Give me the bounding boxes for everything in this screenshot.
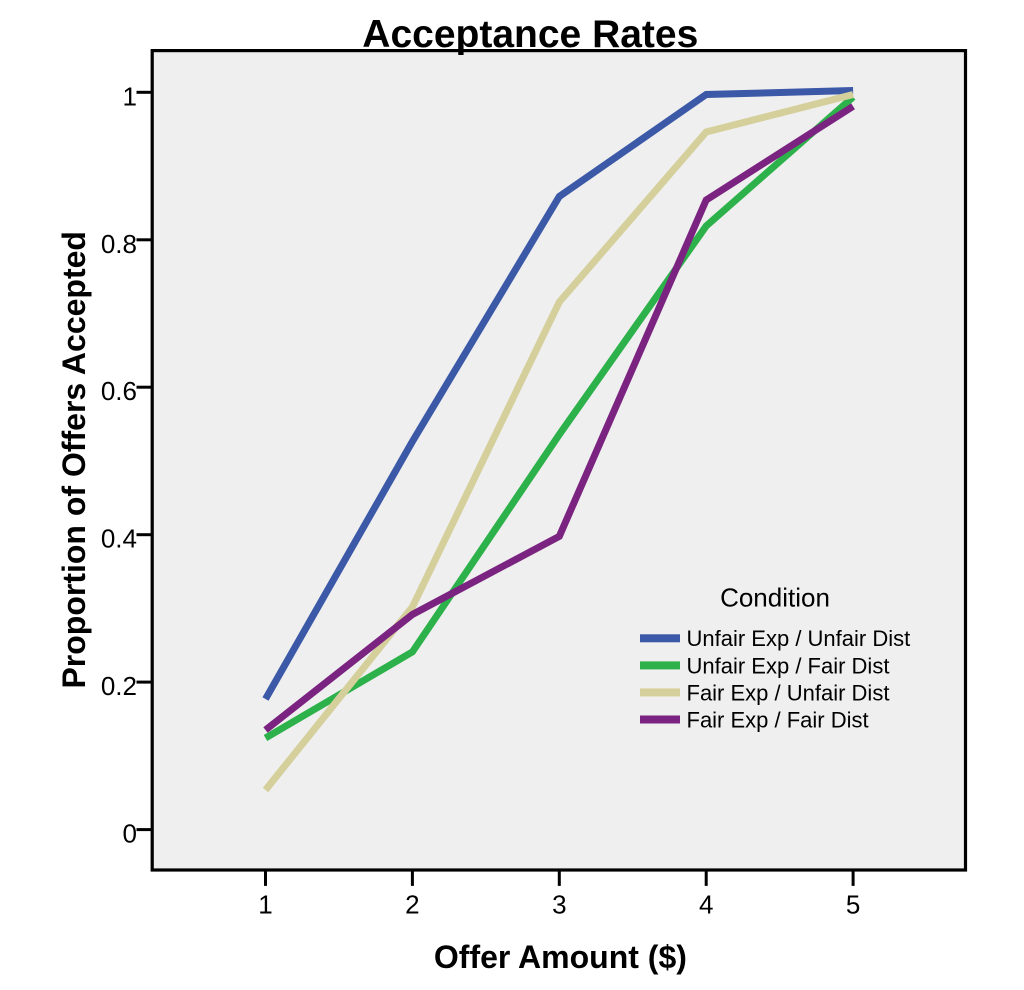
svg-text:0: 0 [123,819,137,849]
svg-text:1: 1 [258,890,272,920]
svg-text:3: 3 [552,890,566,920]
svg-text:Unfair Exp / Unfair Dist: Unfair Exp / Unfair Dist [687,626,911,651]
svg-text:Unfair Exp / Fair Dist: Unfair Exp / Fair Dist [687,653,890,678]
svg-text:0.4: 0.4 [101,524,137,554]
svg-text:2: 2 [405,890,419,920]
svg-text:1: 1 [123,81,137,111]
svg-text:5: 5 [846,890,860,920]
svg-text:Fair Exp / Fair Dist: Fair Exp / Fair Dist [687,707,869,732]
svg-text:Offer Amount ($): Offer Amount ($) [434,939,687,975]
svg-text:Acceptance Rates: Acceptance Rates [362,13,698,56]
svg-text:Proportion of Offers Accepted: Proportion of Offers Accepted [56,231,92,689]
svg-text:Condition: Condition [720,582,830,612]
svg-text:0.2: 0.2 [101,671,137,701]
svg-text:0.6: 0.6 [101,376,137,406]
svg-text:Fair Exp / Unfair Dist: Fair Exp / Unfair Dist [687,680,890,705]
svg-text:0.8: 0.8 [101,229,137,259]
svg-text:4: 4 [699,890,713,920]
